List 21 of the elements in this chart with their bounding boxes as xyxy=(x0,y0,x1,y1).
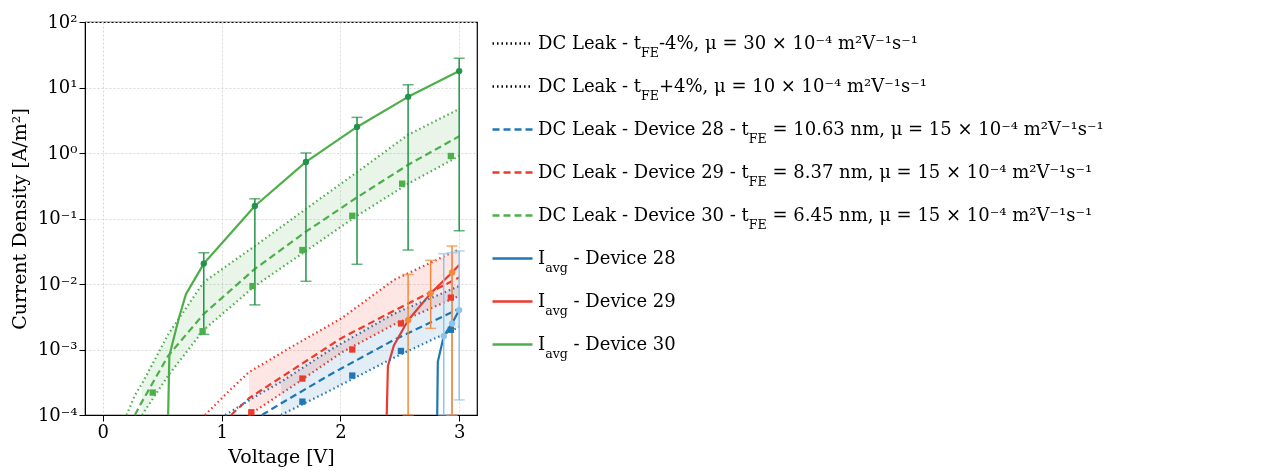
legend-label: DC Leak - Device 29 - t$_{FE}$ = 8.37 nm, μ = 15 × 10⁻⁴ m²V⁻¹s⁻¹ xyxy=(538,160,1093,188)
y-axis-title: Current Density [A/m²] xyxy=(7,108,30,330)
y-tick-label: 10⁻³ xyxy=(37,338,78,359)
x-axis-title: Voltage [V] xyxy=(227,444,335,467)
x-tick-label: 2 xyxy=(335,420,347,442)
legend-label: I$_{avg}$ - Device 30 xyxy=(538,332,676,360)
y-tick-label: 10⁻¹ xyxy=(37,207,78,228)
y-tick-label: 10⁻⁴ xyxy=(37,403,78,425)
y-tick-label: 10⁻² xyxy=(37,272,78,294)
legend-label: I$_{avg}$ - Device 29 xyxy=(538,289,676,317)
y-tick-label: 10¹ xyxy=(47,76,78,97)
x-tick-label: 1 xyxy=(216,420,228,442)
legend-label: DC Leak - Device 30 - t$_{FE}$ = 6.45 nm, μ = 15 × 10⁻⁴ m²V⁻¹s⁻¹ xyxy=(538,203,1093,231)
legend-label: DC Leak - Device 28 - t$_{FE}$ = 10.63 nm, μ = 15 × 10⁻⁴ m²V⁻¹s⁻¹ xyxy=(538,117,1104,145)
legend-label: I$_{avg}$ - Device 28 xyxy=(538,246,676,274)
x-tick-label: 0 xyxy=(97,420,110,442)
legend-label: DC Leak - t$_{FE}$-4%, μ = 30 × 10⁻⁴ m²V⁻¹s⁻¹ xyxy=(538,31,918,59)
y-tick-label: 10² xyxy=(47,10,78,32)
y-tick-label: 10⁰ xyxy=(47,141,78,163)
legend-label: DC Leak - t$_{FE}$+4%, μ = 10 × 10⁻⁴ m²V⁻¹s⁻¹ xyxy=(538,74,927,102)
x-tick-label: 3 xyxy=(453,420,466,442)
